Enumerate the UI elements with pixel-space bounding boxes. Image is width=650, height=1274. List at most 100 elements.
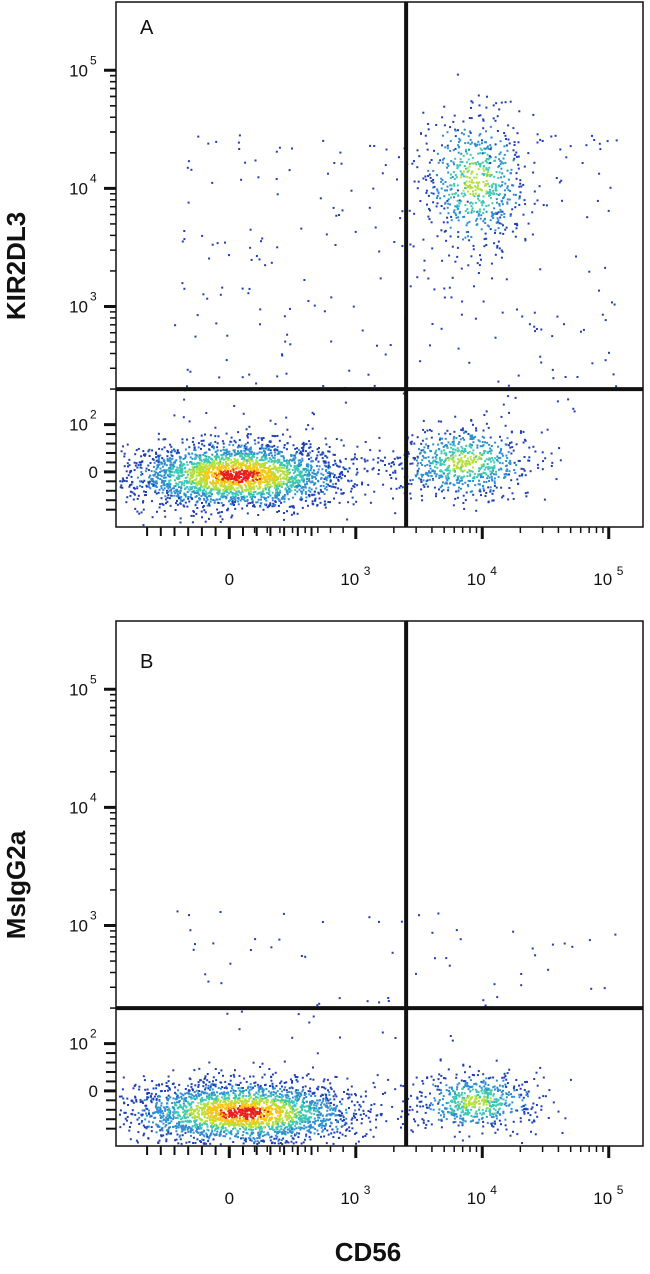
event-dot	[293, 461, 296, 464]
event-dot	[509, 100, 512, 103]
panel-a-x-axis: 0 10 3 10 4 10 5	[146, 527, 624, 589]
event-dot	[456, 73, 459, 76]
event-dot	[300, 476, 303, 479]
event-dot	[295, 480, 298, 482]
event-dot	[247, 453, 250, 455]
event-dot	[536, 199, 539, 202]
event-dot	[454, 157, 457, 160]
event-dot	[207, 486, 210, 489]
event-dot	[176, 1111, 179, 1114]
event-dot	[174, 1086, 177, 1089]
event-dot	[209, 1086, 212, 1089]
event-dot	[204, 454, 207, 457]
event-dot	[239, 1106, 242, 1109]
event-dot	[436, 202, 439, 205]
event-dot	[309, 481, 312, 484]
event-dot	[226, 494, 229, 497]
event-dot	[308, 1093, 311, 1096]
event-dot	[514, 471, 517, 474]
event-dot	[285, 448, 288, 451]
event-dot	[282, 433, 284, 436]
event-dot	[417, 467, 420, 470]
event-dot	[172, 1117, 175, 1120]
event-dot	[329, 501, 331, 504]
event-dot	[282, 458, 285, 461]
event-dot	[207, 495, 210, 498]
event-dot	[320, 490, 323, 493]
event-dot	[194, 449, 197, 452]
event-dot	[163, 482, 166, 485]
event-dot	[250, 487, 253, 490]
event-dot	[164, 495, 167, 498]
event-dot	[273, 474, 276, 477]
event-dot	[285, 470, 288, 473]
event-dot	[209, 434, 212, 437]
event-dot	[505, 454, 508, 457]
event-dot	[130, 475, 133, 478]
event-dot	[334, 486, 337, 489]
event-dot	[127, 474, 130, 477]
event-dot	[517, 167, 520, 170]
event-dot	[177, 486, 180, 489]
event-dot	[416, 455, 419, 458]
event-dot	[283, 446, 286, 449]
event-dot	[497, 475, 500, 478]
event-dot	[452, 437, 455, 440]
event-dot	[128, 464, 131, 467]
event-dot	[207, 485, 210, 488]
event-dot	[307, 463, 310, 466]
event-dot	[236, 1132, 239, 1135]
event-dot	[212, 1115, 215, 1118]
event-dot	[544, 457, 547, 460]
event-dot	[436, 466, 439, 469]
event-dot	[470, 100, 473, 103]
event-dot	[555, 177, 558, 179]
event-dot	[444, 189, 446, 192]
event-dot	[234, 483, 236, 486]
event-dot	[238, 490, 240, 493]
event-dot	[449, 433, 452, 436]
event-dot	[252, 493, 255, 496]
event-dot	[472, 181, 475, 184]
event-dot	[488, 155, 491, 158]
event-dot	[211, 1123, 213, 1126]
event-dot	[304, 486, 307, 489]
event-dot	[238, 479, 241, 482]
event-dot	[152, 483, 155, 486]
event-dot	[230, 1087, 233, 1090]
event-dot	[245, 468, 248, 471]
event-dot	[426, 148, 429, 151]
event-dot	[286, 1091, 289, 1094]
event-dot	[489, 490, 492, 493]
event-dot	[433, 472, 436, 475]
event-dot	[249, 453, 252, 456]
event-dot	[411, 162, 414, 165]
event-dot	[195, 486, 198, 489]
event-dot	[435, 449, 437, 452]
event-dot	[325, 465, 328, 468]
event-dot	[223, 489, 226, 492]
event-dot	[462, 460, 465, 463]
event-dot	[452, 440, 455, 443]
event-dot	[479, 165, 482, 168]
event-dot	[506, 457, 509, 460]
event-dot	[529, 470, 532, 473]
event-dot	[307, 452, 310, 455]
event-dot	[171, 449, 173, 452]
event-dot	[272, 472, 275, 475]
event-dot	[464, 148, 467, 151]
event-dot	[341, 1133, 344, 1136]
event-dot	[482, 300, 485, 303]
event-dot	[468, 469, 471, 471]
event-dot	[222, 473, 225, 476]
event-dot	[333, 162, 336, 164]
event-dot	[525, 495, 528, 498]
event-dot	[433, 288, 436, 291]
event-dot	[208, 504, 211, 507]
event-dot	[501, 250, 504, 253]
event-dot	[401, 210, 404, 213]
event-dot	[314, 499, 317, 501]
event-dot	[496, 455, 499, 458]
event-dot	[269, 494, 272, 497]
event-dot	[504, 101, 507, 104]
